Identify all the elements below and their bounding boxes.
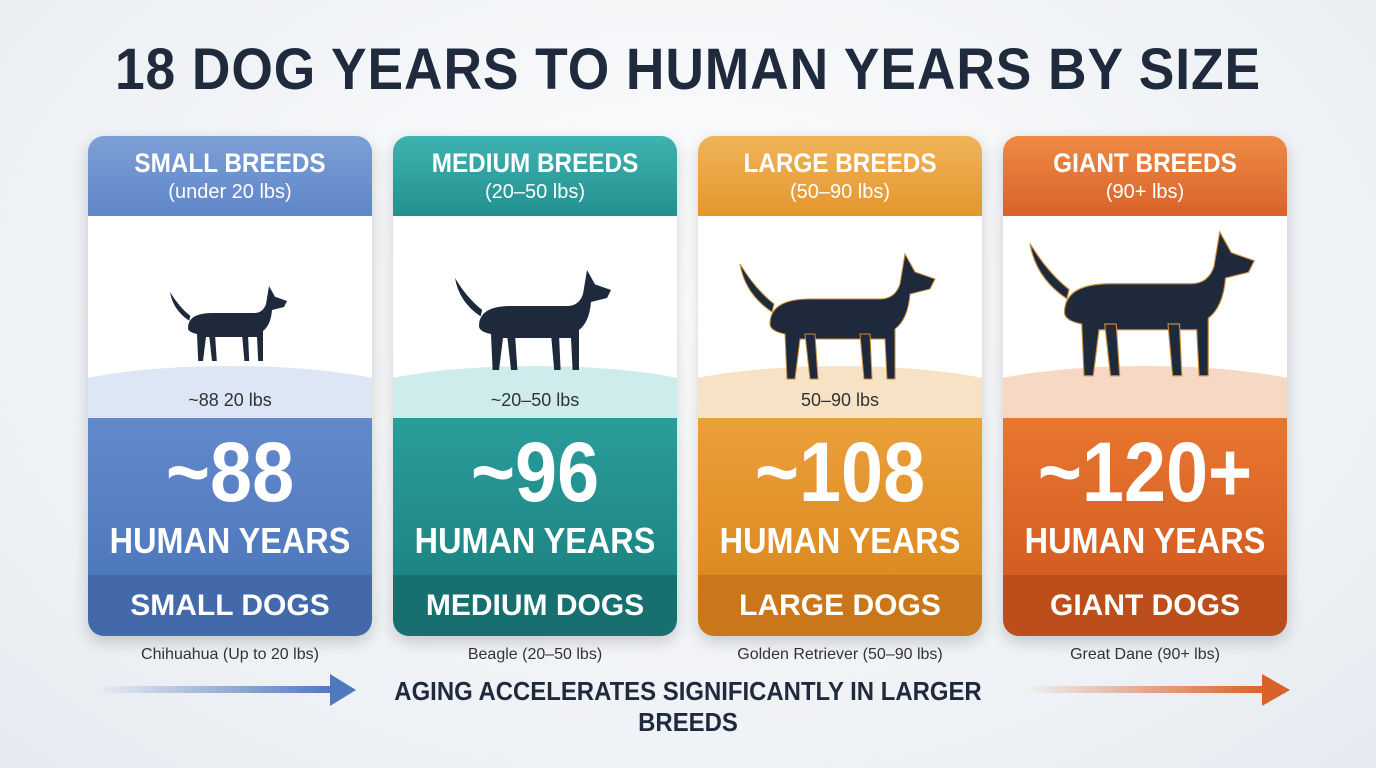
age-unit: HUMAN YEARS — [1024, 520, 1266, 561]
weight-label: ~88 20 lbs — [188, 390, 272, 410]
breed-title: GIANT BREEDS — [1053, 148, 1237, 178]
image-area — [393, 216, 677, 418]
breed-example: Great Dane (90+ lbs) — [1070, 646, 1220, 663]
breed-card: GIANT BREEDS (90+ lbs) ~120+ HUMAN YEARS GIA… — [1003, 136, 1287, 636]
title: 18 DOG YEARS TO HUMAN YEARS BY SIZE — [114, 37, 1262, 102]
age-unit: HUMAN YEARS — [109, 520, 351, 561]
card-header: SMALL BREEDS (under 20 lbs) — [88, 136, 372, 216]
breed-example: Chihuahua (Up to 20 lbs) — [141, 646, 319, 663]
breed-title: LARGE BREEDS — [743, 148, 937, 178]
dog-illustration — [393, 270, 677, 418]
age-panel: ~88 HUMAN YEARS — [88, 418, 372, 575]
card-footer: LARGE DOGS — [698, 575, 982, 636]
image-area — [1003, 216, 1287, 418]
breed-weight-range: (90+ lbs) — [1105, 181, 1185, 203]
age-unit: HUMAN YEARS — [414, 520, 656, 561]
breed-example: Beagle (20–50 lbs) — [467, 646, 603, 663]
breed-card: MEDIUM BREEDS (20–50 lbs) ~20–50 lbs ~96 HUM… — [393, 136, 677, 636]
card-header: GIANT BREEDS (90+ lbs) — [1003, 136, 1287, 216]
age-unit: HUMAN YEARS — [719, 520, 961, 561]
card-footer: GIANT DOGS — [1003, 575, 1287, 636]
human-age: ~96 — [470, 425, 600, 519]
breed-card: LARGE BREEDS (50–90 lbs) 50–90 lbs ~108 HUMA… — [698, 136, 982, 636]
breed-title: SMALL BREEDS — [134, 148, 326, 178]
breed-card: SMALL BREEDS (under 20 lbs) ~88 20 lbs ~88 H… — [88, 136, 372, 636]
weight-label: 50–90 lbs — [800, 390, 880, 410]
arrow-right-head — [1262, 674, 1290, 706]
dog-illustration — [698, 252, 982, 418]
dog-illustration — [88, 286, 372, 418]
arrow-right — [1024, 686, 1264, 693]
breed-title: MEDIUM BREEDS — [431, 148, 639, 178]
weight-label: ~20–50 lbs — [490, 390, 580, 410]
arrow-left-head — [330, 674, 356, 706]
breed-weight-range: (50–90 lbs) — [789, 181, 891, 203]
breed-example: Golden Retriever (50–90 lbs) — [737, 646, 943, 663]
card-footer: SMALL DOGS — [88, 575, 372, 636]
card-footer: MEDIUM DOGS — [393, 575, 677, 636]
image-area — [88, 216, 372, 418]
human-age: ~88 — [165, 425, 295, 519]
age-panel: ~96 HUMAN YEARS — [393, 418, 677, 575]
breed-weight-range: (under 20 lbs) — [168, 181, 292, 203]
age-panel: ~120+ HUMAN YEARS — [1003, 418, 1287, 575]
footer-note: AGING ACCELERATES SIGNIFICANTLY IN LARGE… — [394, 676, 982, 737]
image-area — [698, 216, 982, 418]
arrow-left — [96, 686, 332, 693]
human-age: ~108 — [754, 425, 926, 519]
card-header: LARGE BREEDS (50–90 lbs) — [698, 136, 982, 216]
dog-illustration — [1003, 230, 1287, 418]
breed-weight-range: (20–50 lbs) — [484, 181, 586, 203]
human-age: ~120+ — [1037, 425, 1253, 519]
age-panel: ~108 HUMAN YEARS — [698, 418, 982, 575]
card-header: MEDIUM BREEDS (20–50 lbs) — [393, 136, 677, 216]
